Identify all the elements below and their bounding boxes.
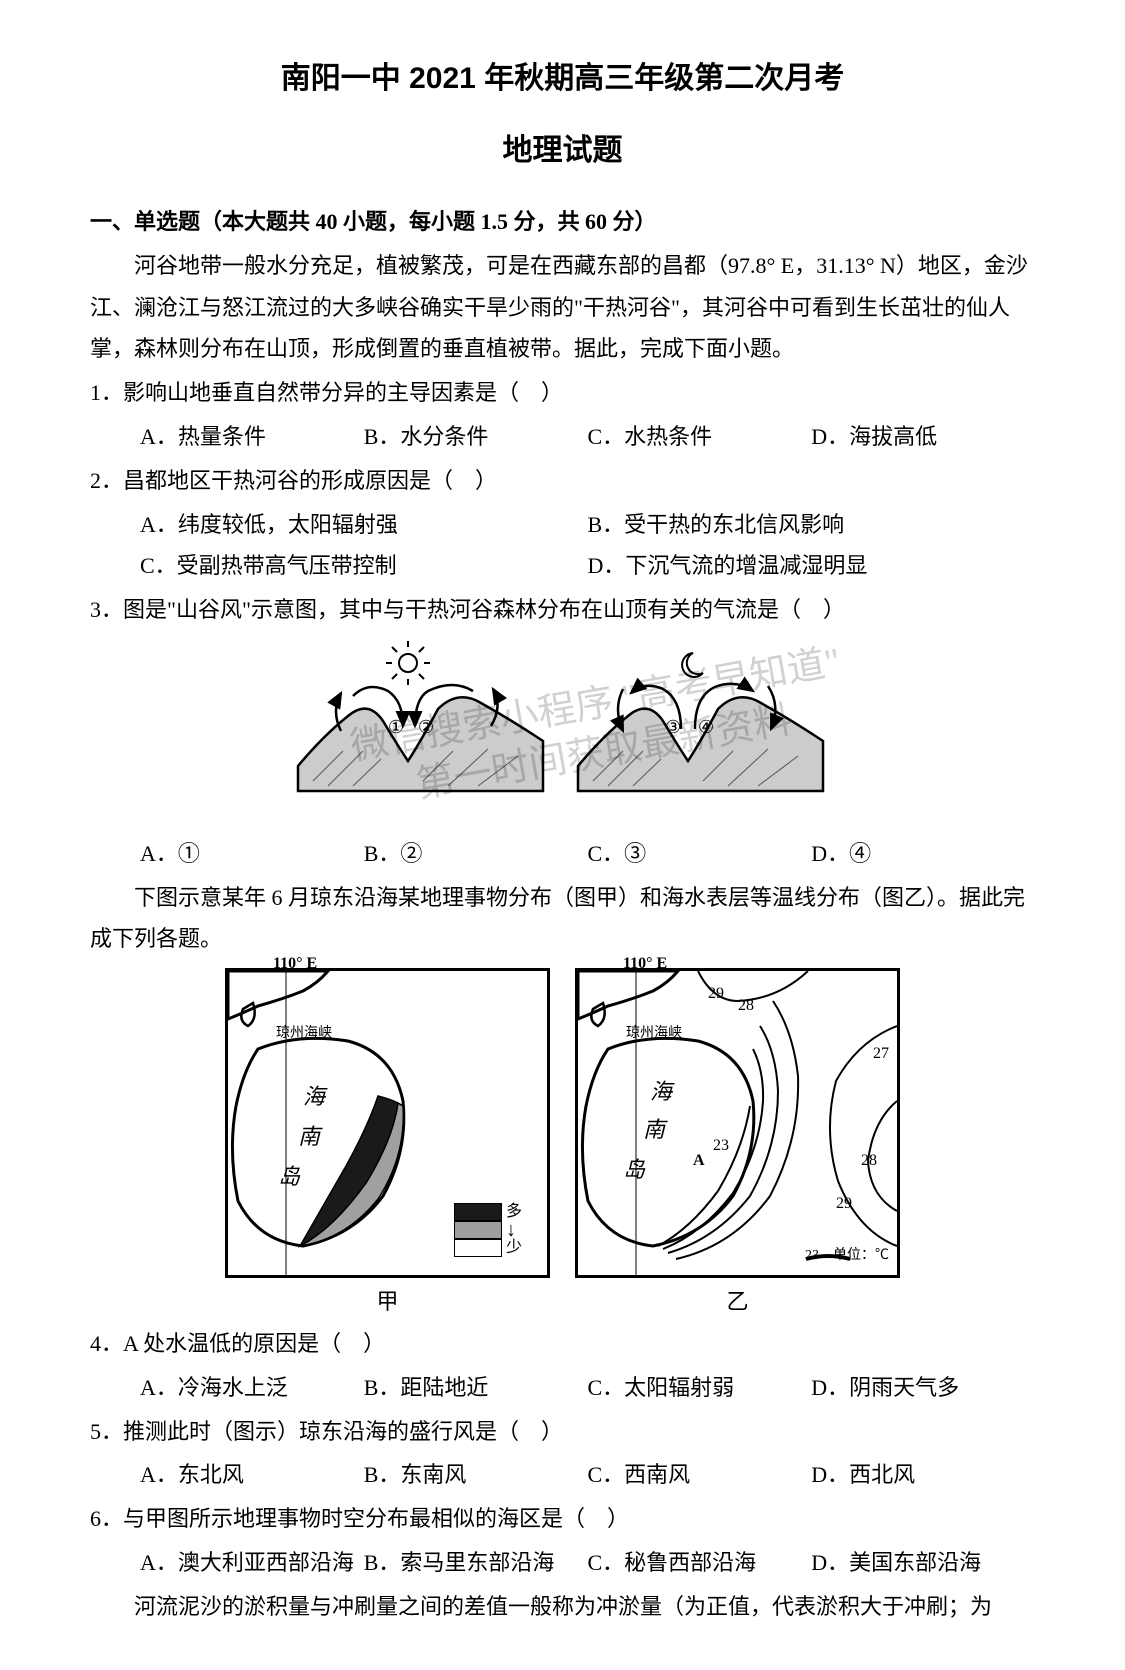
map-b-frame: 110° E 琼州海峡 海 南 岛 29 28 27 23 A 28 29 23…: [575, 968, 900, 1278]
map-a-island-2: 南: [298, 1116, 320, 1158]
map-b-longitude: 110° E: [623, 949, 667, 979]
map-b-unit: 23 单位：℃: [805, 1243, 889, 1270]
map-b-island-1: 海: [650, 1071, 672, 1113]
q6-option-d: D．美国东部沿海: [811, 1542, 1035, 1584]
q5-option-a: A．东北风: [140, 1454, 364, 1496]
passage-2: 下图示意某年 6 月琼东沿海某地理事物分布（图甲）和海水表层等温线分布（图乙）。…: [90, 877, 1035, 961]
question-5: 5．推测此时（图示）琼东沿海的盛行风是（ ）: [90, 1411, 1035, 1453]
q5-options: A．东北风 B．东南风 C．西南风 D．西北风: [90, 1454, 1035, 1496]
q1-option-c: C．水热条件: [588, 416, 812, 458]
map-a-longitude: 110° E: [273, 949, 317, 979]
legend-swatch-dark: [454, 1203, 502, 1221]
iso-29-top: 29: [708, 979, 724, 1009]
q1-option-b: B．水分条件: [364, 416, 588, 458]
q2-option-a: A．纬度较低，太阳辐射强: [140, 504, 588, 546]
iso-28-top: 28: [738, 991, 754, 1021]
map-a: 110° E 琼州海峡 海 南 岛 多 ↓ 少 甲: [225, 968, 550, 1323]
q1-option-a: A．热量条件: [140, 416, 364, 458]
point-a: A: [693, 1146, 705, 1176]
exam-title: 南阳一中 2021 年秋期高三年级第二次月考: [90, 50, 1035, 107]
valley-svg: ① ② ③ ④: [293, 641, 833, 811]
map-b-caption: 乙: [575, 1281, 900, 1323]
map-b-island-3: 岛: [623, 1149, 645, 1191]
q1-option-d: D．海拔高低: [811, 416, 1035, 458]
q6-option-a: A．澳大利亚西部沿海: [140, 1542, 364, 1584]
q4-option-d: D．阴雨天气多: [811, 1367, 1035, 1409]
q2-options: A．纬度较低，太阳辐射强 B．受干热的东北信风影响 C．受副热带高气压带控制 D…: [90, 504, 1035, 588]
q4-options: A．冷海水上泛 B．距陆地近 C．太阳辐射弱 D．阴雨天气多: [90, 1367, 1035, 1409]
section-header: 一、单选题（本大题共 40 小题，每小题 1.5 分，共 60 分）: [90, 201, 1035, 243]
q6-options: A．澳大利亚西部沿海 B．索马里东部沿海 C．秘鲁西部沿海 D．美国东部沿海: [90, 1542, 1035, 1584]
iso-23: 23: [713, 1131, 729, 1161]
question-1: 1．影响山地垂直自然带分异的主导因素是（ ）: [90, 372, 1035, 414]
map-a-caption: 甲: [225, 1281, 550, 1323]
question-3: 3．图是"山谷风"示意图，其中与干热河谷森林分布在山顶有关的气流是（ ）: [90, 589, 1035, 631]
flow-3-label: ③: [665, 717, 681, 737]
map-b: 110° E 琼州海峡 海 南 岛 29 28 27 23 A 28 29 23…: [575, 968, 900, 1323]
q5-option-b: B．东南风: [364, 1454, 588, 1496]
question-6: 6．与甲图所示地理事物时空分布最相似的海区是（ ）: [90, 1498, 1035, 1540]
q3-option-b: B．②: [364, 833, 588, 875]
map-b-island-2: 南: [643, 1109, 665, 1151]
map-a-island-3: 岛: [278, 1156, 300, 1198]
exam-subject: 地理试题: [90, 122, 1035, 179]
flow-2-label: ②: [418, 717, 434, 737]
q2-option-d: D．下沉气流的增温减湿明显: [588, 545, 1036, 587]
iso-28-right: 28: [861, 1146, 877, 1176]
map-b-strait: 琼州海峡: [626, 1021, 682, 1048]
question-2: 2．昌都地区干热河谷的形成原因是（ ）: [90, 460, 1035, 502]
q6-option-b: B．索马里东部沿海: [364, 1542, 588, 1584]
question-4: 4．A 处水温低的原因是（ ）: [90, 1323, 1035, 1365]
q4-option-c: C．太阳辐射弱: [588, 1367, 812, 1409]
q3-option-a: A．①: [140, 833, 364, 875]
passage-3: 河流泥沙的淤积量与冲刷量之间的差值一般称为冲淤量（为正值，代表淤积大于冲刷；为: [90, 1586, 1035, 1628]
q2-option-b: B．受干热的东北信风影响: [588, 504, 1036, 546]
flow-1-label: ①: [388, 717, 404, 737]
passage-1: 河谷地带一般水分充足，植被繁茂，可是在西藏东部的昌都（97.8° E，31.13…: [90, 245, 1035, 370]
legend-swatch-gray: [454, 1221, 502, 1239]
q5-option-c: C．西南风: [588, 1454, 812, 1496]
iso-29-right: 29: [836, 1189, 852, 1219]
q2-option-c: C．受副热带高气压带控制: [140, 545, 588, 587]
q5-option-d: D．西北风: [811, 1454, 1035, 1496]
map-a-frame: 110° E 琼州海峡 海 南 岛 多 ↓ 少: [225, 968, 550, 1278]
iso-27: 27: [873, 1039, 889, 1069]
q4-option-a: A．冷海水上泛: [140, 1367, 364, 1409]
q3-options: A．① B．② C．③ D．④: [90, 833, 1035, 875]
legend-less: 少: [506, 1233, 522, 1263]
maps-container: 110° E 琼州海峡 海 南 岛 多 ↓ 少 甲: [90, 968, 1035, 1323]
valley-wind-diagram: ① ② ③ ④: [90, 641, 1035, 825]
q3-option-c: C．③: [588, 833, 812, 875]
q4-option-b: B．距陆地近: [364, 1367, 588, 1409]
flow-4-label: ④: [698, 717, 714, 737]
q1-options: A．热量条件 B．水分条件 C．水热条件 D．海拔高低: [90, 416, 1035, 458]
q3-option-d: D．④: [811, 833, 1035, 875]
map-a-strait: 琼州海峡: [276, 1021, 332, 1048]
map-a-legend: 多 ↓ 少: [454, 1203, 529, 1257]
legend-swatch-white: [454, 1239, 502, 1257]
q6-option-c: C．秘鲁西部沿海: [588, 1542, 812, 1584]
map-a-island-1: 海: [303, 1076, 325, 1118]
